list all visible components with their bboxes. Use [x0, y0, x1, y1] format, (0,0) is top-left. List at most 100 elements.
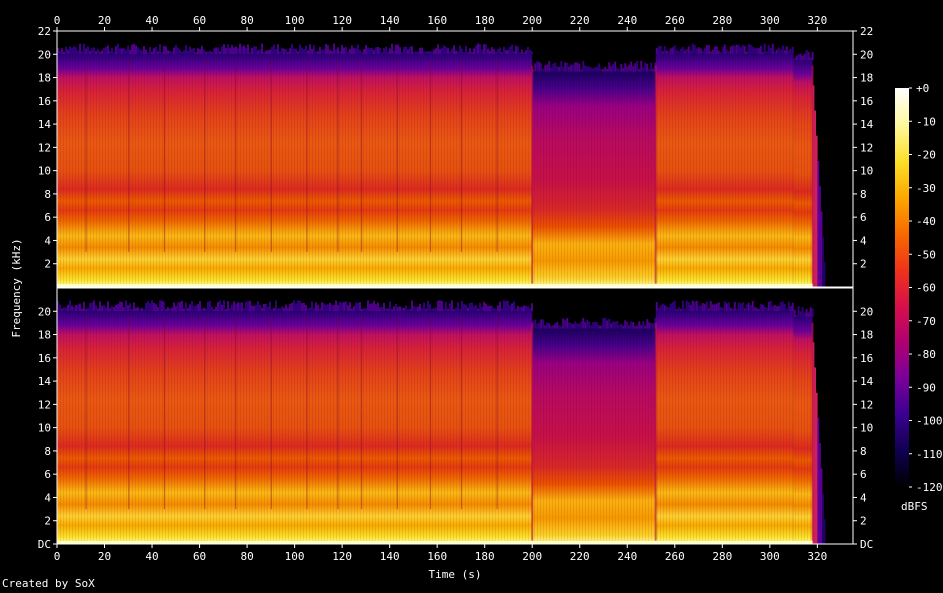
y-tick-label: 4 [44, 491, 51, 504]
y-tick-label: 18 [860, 329, 873, 342]
spectrum-texture [793, 317, 813, 544]
y-axis-label: Frequency (kHz) [10, 238, 23, 337]
y-tick-label: 16 [860, 352, 873, 365]
x-tick-label: 220 [570, 14, 590, 27]
y-tick-label: 14 [38, 118, 52, 131]
x-tick-label: 60 [193, 550, 206, 563]
x-tick-label: 180 [475, 14, 495, 27]
x-tick-label: 280 [712, 14, 732, 27]
segment-boundary [811, 65, 814, 284]
segment-boundary [654, 322, 657, 541]
spectrum-texture [532, 328, 656, 544]
segment-boundary [531, 322, 534, 541]
x-tick-label: 160 [427, 14, 447, 27]
x-tick-label: 200 [522, 14, 542, 27]
y-tick-label: 6 [44, 211, 51, 224]
x-axis-label: Time (s) [429, 568, 482, 581]
x-tick-label: 20 [98, 550, 111, 563]
hf-fringe [793, 306, 814, 318]
spectrum-texture [532, 71, 656, 288]
colorbar-tick-label: -70 [916, 315, 936, 328]
x-tick-label: 320 [807, 14, 827, 27]
y-tick-label: 14 [860, 118, 874, 131]
y-tick-label: DC [38, 538, 51, 551]
hf-fringe [57, 300, 533, 312]
y-tick-label: 6 [860, 468, 867, 481]
y-tick-label: 22 [860, 25, 873, 38]
x-tick-label: 0 [54, 550, 61, 563]
colorbar-tick-label: -100 [916, 415, 943, 428]
x-tick-label: 240 [617, 550, 637, 563]
y-tick-label: 6 [44, 468, 51, 481]
y-tick-label: 12 [860, 141, 873, 154]
spectrogram-channel-bottom [56, 287, 854, 545]
y-tick-label: 16 [38, 352, 51, 365]
x-tick-label: 0 [54, 14, 61, 27]
segment-boundary [654, 65, 657, 284]
y-tick-label: 20 [860, 48, 873, 61]
y-tick-label: 14 [38, 375, 52, 388]
y-tick-label: 14 [860, 375, 874, 388]
dc-band [57, 284, 813, 287]
y-tick-label: 6 [860, 211, 867, 224]
x-tick-label: 120 [332, 14, 352, 27]
x-tick-label: 180 [475, 550, 495, 563]
colorbar-tick-label: -110 [916, 448, 943, 461]
colorbar-tick-label: -30 [916, 182, 936, 195]
colorbar-tick-label: -120 [916, 481, 943, 494]
colorbar-tick-label: -50 [916, 248, 936, 261]
x-tick-label: 160 [427, 550, 447, 563]
x-tick-label: 40 [145, 14, 158, 27]
hf-fringe [655, 300, 794, 312]
colorbar-gradient [895, 88, 909, 487]
spectrum-texture [57, 54, 533, 287]
y-tick-label: 18 [860, 72, 873, 85]
x-tick-label: 40 [145, 550, 158, 563]
colorbar-tick-label: -10 [916, 115, 936, 128]
y-tick-label: 4 [860, 491, 867, 504]
x-tick-label: 80 [240, 14, 253, 27]
x-tick-label: 220 [570, 550, 590, 563]
y-tick-label: 16 [860, 95, 873, 108]
x-tick-label: 300 [760, 14, 780, 27]
y-tick-label: 12 [38, 398, 51, 411]
x-tick-label: 140 [380, 550, 400, 563]
x-tick-label: 280 [712, 550, 732, 563]
y-tick-label: 8 [860, 445, 867, 458]
y-tick-label: DC [860, 538, 873, 551]
x-tick-label: 140 [380, 14, 400, 27]
y-tick-label: 2 [44, 258, 51, 271]
segment-boundary [811, 322, 814, 541]
colorbar-tick-label: -60 [916, 282, 936, 295]
colorbar-label: dBFS [901, 500, 928, 513]
hf-fringe [532, 317, 657, 329]
x-tick-label: 60 [193, 14, 206, 27]
x-tick-label: 80 [240, 550, 253, 563]
y-tick-label: 4 [44, 234, 51, 247]
colorbar: +0 -10 -20 -30 -40 -50 -60 -70 -80 -90 -100 -110 -12… [895, 82, 943, 494]
hf-fringe [793, 49, 814, 61]
plot-frame [56, 30, 854, 288]
x-tick-label: 240 [617, 14, 637, 27]
segment-boundary [531, 65, 534, 284]
x-tick-label: 300 [760, 550, 780, 563]
colorbar-tick-label: +0 [916, 82, 929, 95]
y-tick-label: 18 [38, 329, 51, 342]
dc-band [57, 541, 813, 544]
spectrum-texture [655, 311, 794, 544]
y-tick-label: 22 [38, 25, 51, 38]
y-tick-label: 10 [860, 165, 873, 178]
x-tick-label: 120 [332, 550, 352, 563]
y-tick-label: 8 [860, 188, 867, 201]
y-tick-label: 12 [860, 398, 873, 411]
colorbar-tick-label: -80 [916, 348, 936, 361]
x-tick-label: 320 [807, 550, 827, 563]
spectrum-texture [57, 311, 533, 544]
x-tick-label: 200 [522, 550, 542, 563]
x-tick-label: 100 [285, 14, 305, 27]
spectrum-texture [655, 54, 794, 287]
y-tick-label: 8 [44, 188, 51, 201]
x-tick-label: 260 [665, 14, 685, 27]
y-tick-label: 12 [38, 141, 51, 154]
